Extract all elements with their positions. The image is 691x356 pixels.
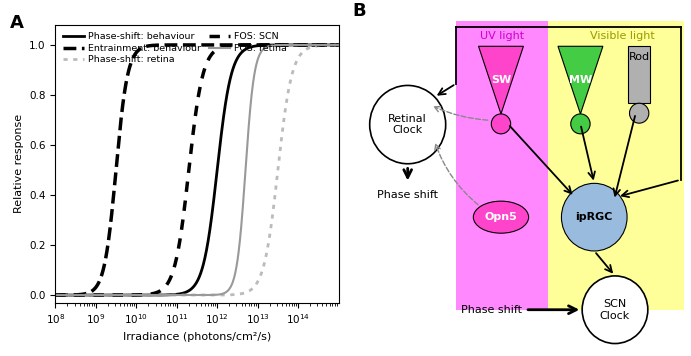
FOS: SCN: (3.25e+13, 1): SCN: (3.25e+13, 1) <box>274 43 283 47</box>
FOS: retina: (2.28e+08, 4.25e-18): retina: (2.28e+08, 4.25e-18) <box>66 293 74 297</box>
Circle shape <box>491 114 511 134</box>
FOS: SCN: (1e+15, 1): SCN: (1e+15, 1) <box>334 43 343 47</box>
Phase-shift: retina: (3.25e+13, 0.517): retina: (3.25e+13, 0.517) <box>274 164 283 168</box>
Polygon shape <box>558 46 603 114</box>
Text: SW: SW <box>491 75 511 85</box>
FOS: retina: (1e+15, 1): retina: (1e+15, 1) <box>334 43 343 47</box>
FOS: SCN: (1e+08, 5.62e-09): SCN: (1e+08, 5.62e-09) <box>51 293 59 297</box>
Ellipse shape <box>473 201 529 233</box>
Bar <box>456 21 547 310</box>
Line: Entrainment: behaviour: Entrainment: behaviour <box>55 45 339 295</box>
FOS: retina: (3.25e+13, 0.999): retina: (3.25e+13, 0.999) <box>274 43 283 47</box>
Text: Opn5: Opn5 <box>484 212 518 222</box>
Phase-shift: retina: (6.21e+14, 0.999): retina: (6.21e+14, 0.999) <box>326 43 334 47</box>
Phase-shift: behaviour: (1e+08, 1e-10): behaviour: (1e+08, 1e-10) <box>51 293 59 297</box>
Entrainment: behaviour: (1.65e+11, 1): behaviour: (1.65e+11, 1) <box>181 43 189 47</box>
Entrainment: behaviour: (6.21e+14, 1): behaviour: (6.21e+14, 1) <box>326 43 334 47</box>
Entrainment: behaviour: (6.26e+14, 1): behaviour: (6.26e+14, 1) <box>326 43 334 47</box>
Bar <box>547 21 684 310</box>
Circle shape <box>370 85 446 164</box>
Text: Phase shift: Phase shift <box>377 190 438 200</box>
Circle shape <box>571 114 590 134</box>
FOS: SCN: (2.53e+11, 0.645): SCN: (2.53e+11, 0.645) <box>189 132 197 136</box>
Line: Phase-shift: retina: Phase-shift: retina <box>55 45 339 295</box>
Text: B: B <box>352 2 366 20</box>
FOS: SCN: (6.26e+14, 1): SCN: (6.26e+14, 1) <box>326 43 334 47</box>
FOS: SCN: (1.65e+11, 0.384): SCN: (1.65e+11, 0.384) <box>181 197 189 201</box>
Text: Retinal
Clock: Retinal Clock <box>388 114 427 135</box>
Text: Phase shift: Phase shift <box>461 305 522 315</box>
Bar <box>628 46 650 103</box>
Y-axis label: Relative response: Relative response <box>14 114 23 213</box>
Line: FOS: retina: FOS: retina <box>55 45 339 295</box>
Text: ipRGC: ipRGC <box>576 212 613 222</box>
Circle shape <box>561 183 627 251</box>
FOS: SCN: (2.28e+08, 4.39e-08): SCN: (2.28e+08, 4.39e-08) <box>66 293 74 297</box>
Phase-shift: behaviour: (1e+15, 1): behaviour: (1e+15, 1) <box>334 43 343 47</box>
Phase-shift: retina: (2.53e+11, 5.74e-06): retina: (2.53e+11, 5.74e-06) <box>189 293 197 297</box>
FOS: SCN: (6.21e+14, 1): SCN: (6.21e+14, 1) <box>326 43 334 47</box>
Text: UV light: UV light <box>480 31 524 41</box>
FOS: retina: (1e+08, 1.58e-19): retina: (1e+08, 1.58e-19) <box>51 293 59 297</box>
Entrainment: behaviour: (2.53e+11, 1): behaviour: (2.53e+11, 1) <box>189 43 197 47</box>
Phase-shift: behaviour: (2.53e+11, 0.0313): behaviour: (2.53e+11, 0.0313) <box>189 285 197 289</box>
Phase-shift: behaviour: (1.65e+11, 0.011): behaviour: (1.65e+11, 0.011) <box>181 290 189 294</box>
Legend: Phase-shift: behaviour, Entrainment: behaviour, Phase-shift: retina, FOS: SCN, F: Phase-shift: behaviour, Entrainment: beh… <box>60 30 290 67</box>
Phase-shift: retina: (1.65e+11, 1.97e-06): retina: (1.65e+11, 1.97e-06) <box>181 293 189 297</box>
Polygon shape <box>478 46 524 114</box>
Phase-shift: behaviour: (6.26e+14, 1): behaviour: (6.26e+14, 1) <box>326 43 334 47</box>
FOS: retina: (2.53e+11, 6.53e-06): retina: (2.53e+11, 6.53e-06) <box>189 293 197 297</box>
X-axis label: Irradiance (photons/cm²/s): Irradiance (photons/cm²/s) <box>123 332 271 342</box>
Phase-shift: behaviour: (3.25e+13, 1): behaviour: (3.25e+13, 1) <box>274 43 283 47</box>
Line: FOS: SCN: FOS: SCN <box>55 45 339 295</box>
Phase-shift: behaviour: (6.21e+14, 1): behaviour: (6.21e+14, 1) <box>326 43 334 47</box>
FOS: retina: (1.65e+11, 1.18e-06): retina: (1.65e+11, 1.18e-06) <box>181 293 189 297</box>
Entrainment: behaviour: (7.13e+14, 1): behaviour: (7.13e+14, 1) <box>328 43 337 47</box>
Phase-shift: retina: (1e+15, 1): retina: (1e+15, 1) <box>334 43 343 47</box>
Circle shape <box>630 103 649 123</box>
Entrainment: behaviour: (1e+08, 3.16e-05): behaviour: (1e+08, 3.16e-05) <box>51 293 59 297</box>
FOS: retina: (6.26e+14, 1): retina: (6.26e+14, 1) <box>326 43 334 47</box>
Phase-shift: retina: (1e+08, 1.78e-14): retina: (1e+08, 1.78e-14) <box>51 293 59 297</box>
Entrainment: behaviour: (2.28e+08, 0.000373): behaviour: (2.28e+08, 0.000373) <box>66 293 74 297</box>
FOS: retina: (6.21e+14, 1): retina: (6.21e+14, 1) <box>326 43 334 47</box>
Circle shape <box>582 276 647 344</box>
Text: A: A <box>10 14 23 32</box>
Text: MW: MW <box>569 75 592 85</box>
Entrainment: behaviour: (1e+15, 1): behaviour: (1e+15, 1) <box>334 43 343 47</box>
Entrainment: behaviour: (3.25e+13, 1): behaviour: (3.25e+13, 1) <box>274 43 283 47</box>
Text: Visible light: Visible light <box>590 31 655 41</box>
Text: Rod: Rod <box>629 52 650 62</box>
Line: Phase-shift: behaviour: Phase-shift: behaviour <box>55 45 339 295</box>
Phase-shift: behaviour: (2.28e+08, 7.82e-10): behaviour: (2.28e+08, 7.82e-10) <box>66 293 74 297</box>
Phase-shift: retina: (2.28e+08, 1.39e-13): retina: (2.28e+08, 1.39e-13) <box>66 293 74 297</box>
Phase-shift: retina: (6.26e+14, 0.999): retina: (6.26e+14, 0.999) <box>326 43 334 47</box>
Text: SCN
Clock: SCN Clock <box>600 299 630 320</box>
